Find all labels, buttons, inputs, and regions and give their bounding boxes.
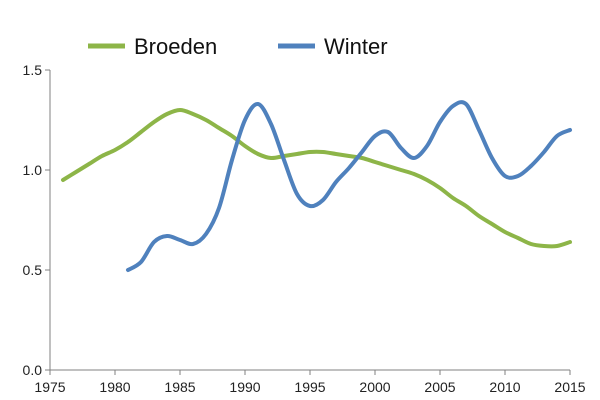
y-tick-label: 1.0 (23, 162, 43, 178)
x-tick-label: 2005 (424, 379, 455, 395)
legend: Broeden Winter (88, 34, 388, 59)
legend-label-winter: Winter (324, 34, 388, 59)
legend-label-broeden: Broeden (134, 34, 217, 59)
y-tick-label: 0.5 (23, 262, 43, 278)
x-tick-label: 2015 (554, 379, 585, 395)
x-tick-label: 1975 (34, 379, 65, 395)
x-tick-label: 1990 (229, 379, 260, 395)
y-tick-label: 1.5 (23, 62, 43, 78)
x-tick-label: 1995 (294, 379, 325, 395)
series-lines (61, 100, 572, 272)
series-line-winter (126, 100, 572, 272)
y-tick-label: 0.0 (23, 362, 43, 378)
series-line-broeden (61, 108, 572, 249)
x-tick-label: 1980 (99, 379, 130, 395)
x-tick-label: 1985 (164, 379, 195, 395)
x-tick-label: 2000 (359, 379, 390, 395)
x-tick-label: 2010 (489, 379, 520, 395)
axes: 0.0 0.5 1.0 1.5 1975 1980 1985 1990 1995 2000 2005… (23, 62, 586, 395)
